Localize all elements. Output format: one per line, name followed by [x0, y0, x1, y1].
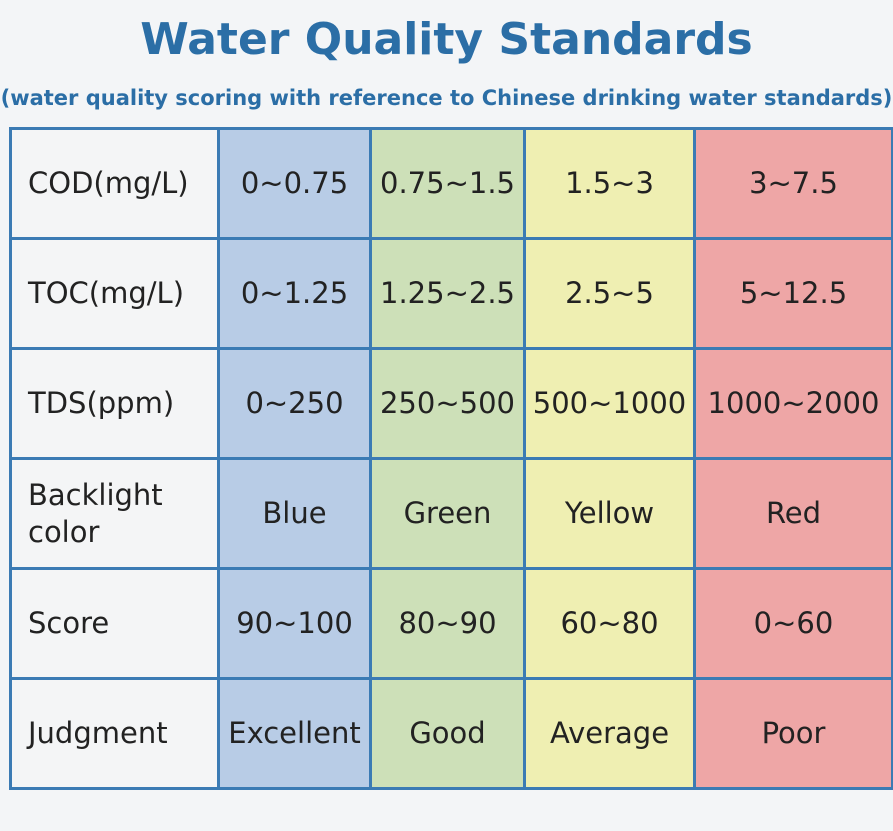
table-cell: 80~90: [369, 567, 526, 680]
table-row: Judgment Excellent Good Average Poor: [9, 677, 893, 790]
row-label: TDS(ppm): [9, 347, 220, 460]
table-cell: Poor: [693, 677, 893, 790]
table-cell: Blue: [217, 457, 372, 570]
table-cell: 0~1.25: [217, 237, 372, 350]
standards-table: COD(mg/L) 0~0.75 0.75~1.5 1.5~3 3~7.5 TOC(mg/…: [9, 127, 893, 790]
table-cell: Average: [523, 677, 696, 790]
table-cell: 0~250: [217, 347, 372, 460]
table-cell: 0~0.75: [217, 127, 372, 240]
table-row: Score 90~100 80~90 60~80 0~60: [9, 567, 893, 680]
table-row: Backlight color Blue Green Yellow Red: [9, 457, 893, 570]
row-label: TOC(mg/L): [9, 237, 220, 350]
table-cell: 60~80: [523, 567, 696, 680]
row-label: Score: [9, 567, 220, 680]
row-label: COD(mg/L): [9, 127, 220, 240]
table-cell: 0~60: [693, 567, 893, 680]
table-cell: 1.25~2.5: [369, 237, 526, 350]
table-cell: 1.5~3: [523, 127, 696, 240]
table-cell: 90~100: [217, 567, 372, 680]
title: Water Quality Standards: [140, 14, 753, 65]
table-cell: 500~1000: [523, 347, 696, 460]
table-cell: Excellent: [217, 677, 372, 790]
table-cell: Green: [369, 457, 526, 570]
table-cell: 0.75~1.5: [369, 127, 526, 240]
table-row: TDS(ppm) 0~250 250~500 500~1000 1000~2000: [9, 347, 893, 460]
table-row: TOC(mg/L) 0~1.25 1.25~2.5 2.5~5 5~12.5: [9, 237, 893, 350]
row-label: Judgment: [9, 677, 220, 790]
row-label: Backlight color: [9, 457, 220, 570]
table-cell: Yellow: [523, 457, 696, 570]
table-cell: 2.5~5: [523, 237, 696, 350]
table-row: COD(mg/L) 0~0.75 0.75~1.5 1.5~3 3~7.5: [9, 127, 893, 240]
table-cell: Good: [369, 677, 526, 790]
table-cell: Red: [693, 457, 893, 570]
table-cell: 5~12.5: [693, 237, 893, 350]
table-cell: 1000~2000: [693, 347, 893, 460]
table-cell: 250~500: [369, 347, 526, 460]
subtitle: (water quality scoring with reference to…: [0, 86, 893, 110]
table-cell: 3~7.5: [693, 127, 893, 240]
